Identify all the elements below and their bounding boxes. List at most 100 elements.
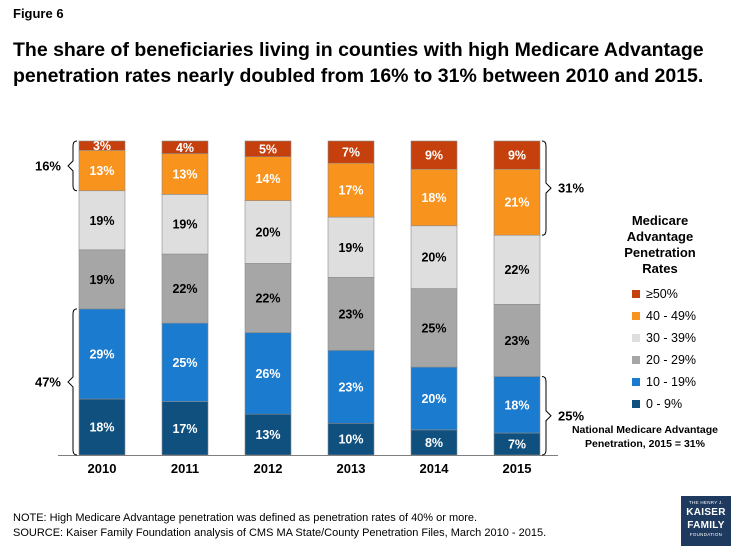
- bar-segment-2010-30-39: [78, 190, 126, 251]
- bar-segment-2010-40-49: [78, 150, 126, 192]
- logo-foundation: FOUNDATION: [689, 532, 723, 537]
- bracket-label-2010-left: 16%: [35, 158, 61, 173]
- data-label-2015-10-19: 18%: [504, 398, 529, 412]
- bar-segment-2013-30-39: [327, 216, 375, 278]
- chart-title: The share of beneficiaries living in cou…: [13, 39, 704, 87]
- data-label-2013-10-19: 23%: [338, 380, 363, 394]
- data-label-2013-40-49: 17%: [338, 184, 363, 198]
- bar-segment-2010-0-9: [78, 398, 126, 456]
- note-line: NOTE: High Medicare Advantage penetratio…: [13, 512, 478, 524]
- bar-segment-2012-30-39: [244, 200, 292, 264]
- x-tick-label-2015: 2015: [503, 461, 532, 476]
- legend-label: 30 - 39%: [646, 331, 697, 345]
- data-label-2011-30-39: 19%: [172, 218, 197, 232]
- data-label-2011-20-29: 22%: [172, 282, 197, 296]
- legend-item-0-9: 0 - 9%: [632, 393, 710, 415]
- national-penetration-note: National Medicare Advantage Penetration,…: [560, 423, 730, 451]
- bar-segment-2012-40-49: [244, 156, 292, 201]
- bar-segment-2014-40-49: [410, 168, 458, 227]
- data-label-2012-40-49: 14%: [255, 172, 280, 186]
- data-label-2011-40-49: 13%: [172, 167, 197, 181]
- data-label-2014-20-29: 25%: [421, 321, 446, 335]
- x-tick-label-2010: 2010: [88, 461, 117, 476]
- legend-swatch: [632, 334, 640, 342]
- legend-swatch: [632, 356, 640, 364]
- data-label-2010-0-9: 18%: [89, 421, 114, 435]
- data-label-2013-ge50: 7%: [342, 146, 360, 160]
- logo-family: FAMILY: [687, 520, 725, 531]
- data-label-2014-40-49: 18%: [421, 191, 446, 205]
- data-label-2014-10-19: 20%: [421, 392, 446, 406]
- data-label-2012-0-9: 13%: [255, 428, 280, 442]
- data-label-2014-ge50: 9%: [425, 149, 443, 163]
- legend-swatch: [632, 400, 640, 408]
- bar-segment-2012-20-29: [244, 263, 292, 333]
- bar-segment-2013-ge50: [327, 140, 375, 164]
- data-label-2014-0-9: 8%: [425, 436, 443, 450]
- legend-label: ≥50%: [646, 287, 678, 301]
- data-label-2010-30-39: 19%: [89, 214, 114, 228]
- data-label-2010-10-19: 29%: [89, 347, 114, 361]
- bar-segment-2010-20-29: [78, 249, 126, 310]
- bar-segment-2013-10-19: [327, 350, 375, 424]
- data-label-2013-30-39: 19%: [338, 241, 363, 255]
- data-label-2010-20-29: 19%: [89, 273, 114, 287]
- data-label-2013-0-9: 10%: [338, 433, 363, 447]
- bracket-label-2015-right: 25%: [558, 408, 584, 423]
- bar-segment-2011-ge50: [161, 140, 209, 154]
- legend-item-ge50: ≥50%: [632, 283, 710, 305]
- bar-segment-2014-0-9: [410, 429, 458, 456]
- data-label-2015-40-49: 21%: [504, 196, 529, 210]
- data-label-2015-30-39: 22%: [504, 263, 529, 277]
- figure-label: Figure 6: [13, 6, 64, 21]
- x-tick-label-2012: 2012: [254, 461, 283, 476]
- data-label-2011-0-9: 17%: [172, 422, 197, 436]
- bar-segment-2010-ge50: [78, 140, 126, 151]
- bar-segment-2014-20-29: [410, 288, 458, 368]
- national-note-line-1: National Medicare Advantage: [571, 424, 719, 436]
- bar-segment-2010-10-19: [78, 308, 126, 400]
- data-label-2015-ge50: 9%: [508, 149, 526, 163]
- data-label-2011-ge50: 4%: [176, 141, 194, 155]
- bar-segment-2013-40-49: [327, 162, 375, 218]
- kff-logo: THE HENRY J. KAISER FAMILY FOUNDATION: [681, 496, 731, 546]
- bar-segment-2012-0-9: [244, 413, 292, 456]
- footnote: NOTE: High Medicare Advantage penetratio…: [13, 511, 546, 541]
- legend-swatch: [632, 378, 640, 386]
- bar-segment-2012-10-19: [244, 332, 292, 415]
- legend-label: 20 - 29%: [646, 353, 697, 367]
- data-label-2012-30-39: 20%: [255, 226, 280, 240]
- data-label-2010-40-49: 13%: [89, 164, 114, 178]
- legend-swatch: [632, 312, 640, 320]
- legend-item-30-39: 30 - 39%: [632, 327, 710, 349]
- legend-title: Medicare Advantage Penetration Rates: [624, 213, 696, 276]
- bar-segment-2015-30-39: [493, 234, 541, 305]
- bar-segment-2011-20-29: [161, 253, 209, 324]
- bracket-2015-right: [541, 376, 552, 456]
- bar-segment-2011-30-39: [161, 194, 209, 255]
- bar-segment-2013-20-29: [327, 277, 375, 351]
- legend-label: 40 - 49%: [646, 309, 697, 323]
- legend-item-20-29: 20 - 29%: [632, 349, 710, 371]
- bar-segment-2011-0-9: [161, 401, 209, 456]
- logo-kaiser: KAISER: [686, 507, 726, 518]
- legend-item-40-49: 40 - 49%: [632, 305, 710, 327]
- legend-swatch: [632, 290, 640, 298]
- source-line: SOURCE: Kaiser Family Foundation analysi…: [13, 527, 547, 539]
- x-tick-label-2014: 2014: [420, 461, 450, 476]
- data-label-2013-20-29: 23%: [338, 307, 363, 321]
- bracket-label-2010-left: 47%: [35, 374, 61, 389]
- data-label-2015-20-29: 23%: [504, 334, 529, 348]
- bracket-2010-left: [67, 140, 78, 192]
- legend: Medicare Advantage Penetration Rates ≥50…: [610, 213, 710, 415]
- bar-segment-2015-20-29: [493, 303, 541, 377]
- data-label-2012-ge50: 5%: [259, 142, 277, 156]
- x-tick-label-2013: 2013: [337, 461, 366, 476]
- bracket-2015-right: [541, 140, 552, 236]
- legend-items: ≥50% 40 - 49% 30 - 39% 20 - 29% 10 - 19% 0 - …: [632, 283, 710, 415]
- bar-segment-2013-0-9: [327, 422, 375, 456]
- data-label-2012-20-29: 22%: [255, 292, 280, 306]
- national-note-line-2: Penetration, 2015 = 31%: [585, 438, 705, 450]
- bar-segment-2011-40-49: [161, 153, 209, 195]
